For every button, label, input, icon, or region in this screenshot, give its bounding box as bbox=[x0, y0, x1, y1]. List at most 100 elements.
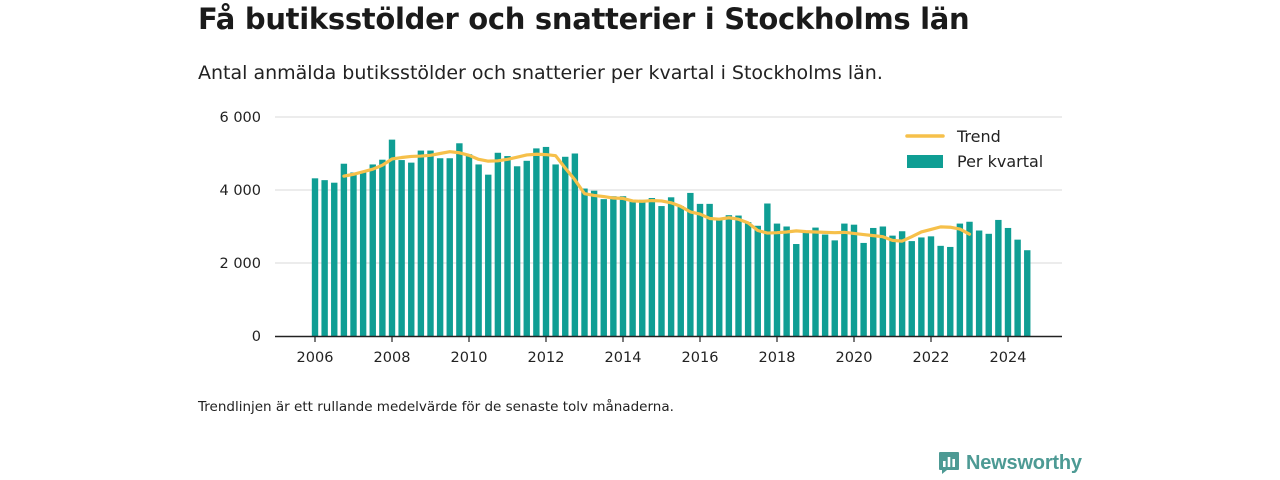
bar bbox=[975, 230, 983, 336]
bar bbox=[629, 200, 636, 336]
bar bbox=[706, 203, 713, 336]
x-tick-label: 2008 bbox=[374, 350, 411, 366]
legend-bar-label: Per kvartal bbox=[957, 152, 1043, 171]
y-tick-label: 0 bbox=[252, 329, 261, 345]
bar bbox=[860, 242, 867, 336]
y-tick-label: 4 000 bbox=[219, 183, 261, 199]
bar bbox=[379, 159, 386, 336]
bar bbox=[812, 227, 819, 336]
bar bbox=[639, 199, 646, 336]
bar bbox=[889, 235, 896, 337]
footnote: Trendlinjen är ett rullande medelvärde f… bbox=[198, 399, 674, 415]
bar bbox=[870, 227, 877, 336]
bar bbox=[340, 163, 348, 336]
chart-title: Få butiksstölder och snatterier i Stockh… bbox=[198, 2, 970, 36]
bar bbox=[533, 148, 540, 336]
bar bbox=[1004, 227, 1012, 336]
bar bbox=[956, 223, 964, 336]
bar bbox=[331, 182, 338, 336]
bar bbox=[966, 221, 973, 336]
bar bbox=[802, 231, 810, 336]
y-axis-ticks: 0 2 000 4 000 6 000 bbox=[219, 110, 261, 345]
bar bbox=[773, 223, 781, 336]
bar bbox=[908, 241, 915, 336]
bar bbox=[985, 233, 992, 336]
bar bbox=[764, 203, 771, 336]
bar bbox=[716, 219, 723, 336]
bar bbox=[523, 160, 530, 336]
bar bbox=[600, 199, 607, 337]
trend-line bbox=[342, 150, 972, 243]
bar bbox=[793, 244, 800, 336]
bar bbox=[927, 236, 935, 336]
newsworthy-logo-icon bbox=[939, 452, 959, 474]
bar bbox=[937, 245, 944, 336]
x-tick-label: 2016 bbox=[682, 350, 719, 366]
bar bbox=[677, 206, 684, 336]
bar bbox=[1014, 239, 1021, 336]
x-axis-ticks: 2006 2008 2010 2012 2014 2016 2018 2020 2022 2024 bbox=[297, 336, 1027, 366]
bar bbox=[735, 215, 742, 336]
bar bbox=[513, 166, 521, 336]
bar bbox=[725, 215, 733, 336]
x-tick-label: 2022 bbox=[913, 350, 950, 366]
bar bbox=[388, 139, 396, 336]
bar bbox=[321, 180, 328, 336]
bar bbox=[619, 196, 627, 336]
x-tick-label: 2006 bbox=[297, 350, 334, 366]
bar bbox=[898, 231, 906, 336]
x-tick-label: 2010 bbox=[451, 350, 488, 366]
bar bbox=[696, 203, 704, 336]
bar bbox=[436, 158, 444, 336]
bar bbox=[581, 188, 588, 336]
brand-logo[interactable]: Newsworthy bbox=[938, 451, 1082, 475]
bar bbox=[571, 153, 579, 336]
bar bbox=[465, 154, 473, 336]
legend-bar-swatch bbox=[907, 155, 943, 168]
bar bbox=[417, 150, 425, 336]
x-tick-label: 2024 bbox=[990, 350, 1027, 366]
bar bbox=[648, 198, 656, 336]
bar bbox=[667, 197, 675, 336]
trend-series bbox=[342, 150, 972, 243]
legend: Trend Per kvartal bbox=[905, 127, 1043, 171]
bar bbox=[408, 162, 415, 337]
bar bbox=[562, 156, 569, 336]
bar bbox=[995, 219, 1002, 336]
legend-trend-label: Trend bbox=[956, 127, 1001, 146]
bar bbox=[744, 222, 752, 336]
y-tick-label: 2 000 bbox=[219, 256, 261, 272]
bar bbox=[687, 192, 694, 336]
bar bbox=[494, 152, 502, 336]
bar bbox=[1024, 250, 1031, 336]
bar bbox=[879, 226, 887, 336]
bar bbox=[359, 171, 367, 336]
x-tick-label: 2014 bbox=[605, 350, 642, 366]
bar bbox=[610, 196, 617, 336]
bar bbox=[427, 150, 434, 336]
bar bbox=[398, 160, 405, 336]
bar bbox=[821, 234, 829, 336]
y-tick-label: 6 000 bbox=[219, 110, 261, 126]
bar bbox=[350, 172, 357, 336]
x-tick-label: 2012 bbox=[528, 350, 565, 366]
bar bbox=[658, 206, 665, 336]
bar bbox=[456, 143, 463, 336]
bar bbox=[918, 237, 925, 336]
brand-name: Newsworthy bbox=[966, 451, 1082, 474]
x-tick-label: 2018 bbox=[759, 350, 796, 366]
bar bbox=[754, 225, 761, 336]
bar bbox=[475, 164, 482, 336]
bar bbox=[590, 190, 598, 336]
bar bbox=[850, 224, 858, 336]
x-tick-label: 2020 bbox=[836, 350, 873, 366]
bar bbox=[504, 156, 511, 336]
bar bbox=[552, 164, 559, 336]
bar bbox=[783, 226, 790, 336]
bar bbox=[831, 240, 838, 336]
chart-subtitle: Antal anmälda butiksstölder och snatteri… bbox=[198, 62, 883, 84]
bar bbox=[947, 246, 954, 336]
bar bbox=[446, 158, 453, 336]
bar-series bbox=[311, 139, 1031, 337]
